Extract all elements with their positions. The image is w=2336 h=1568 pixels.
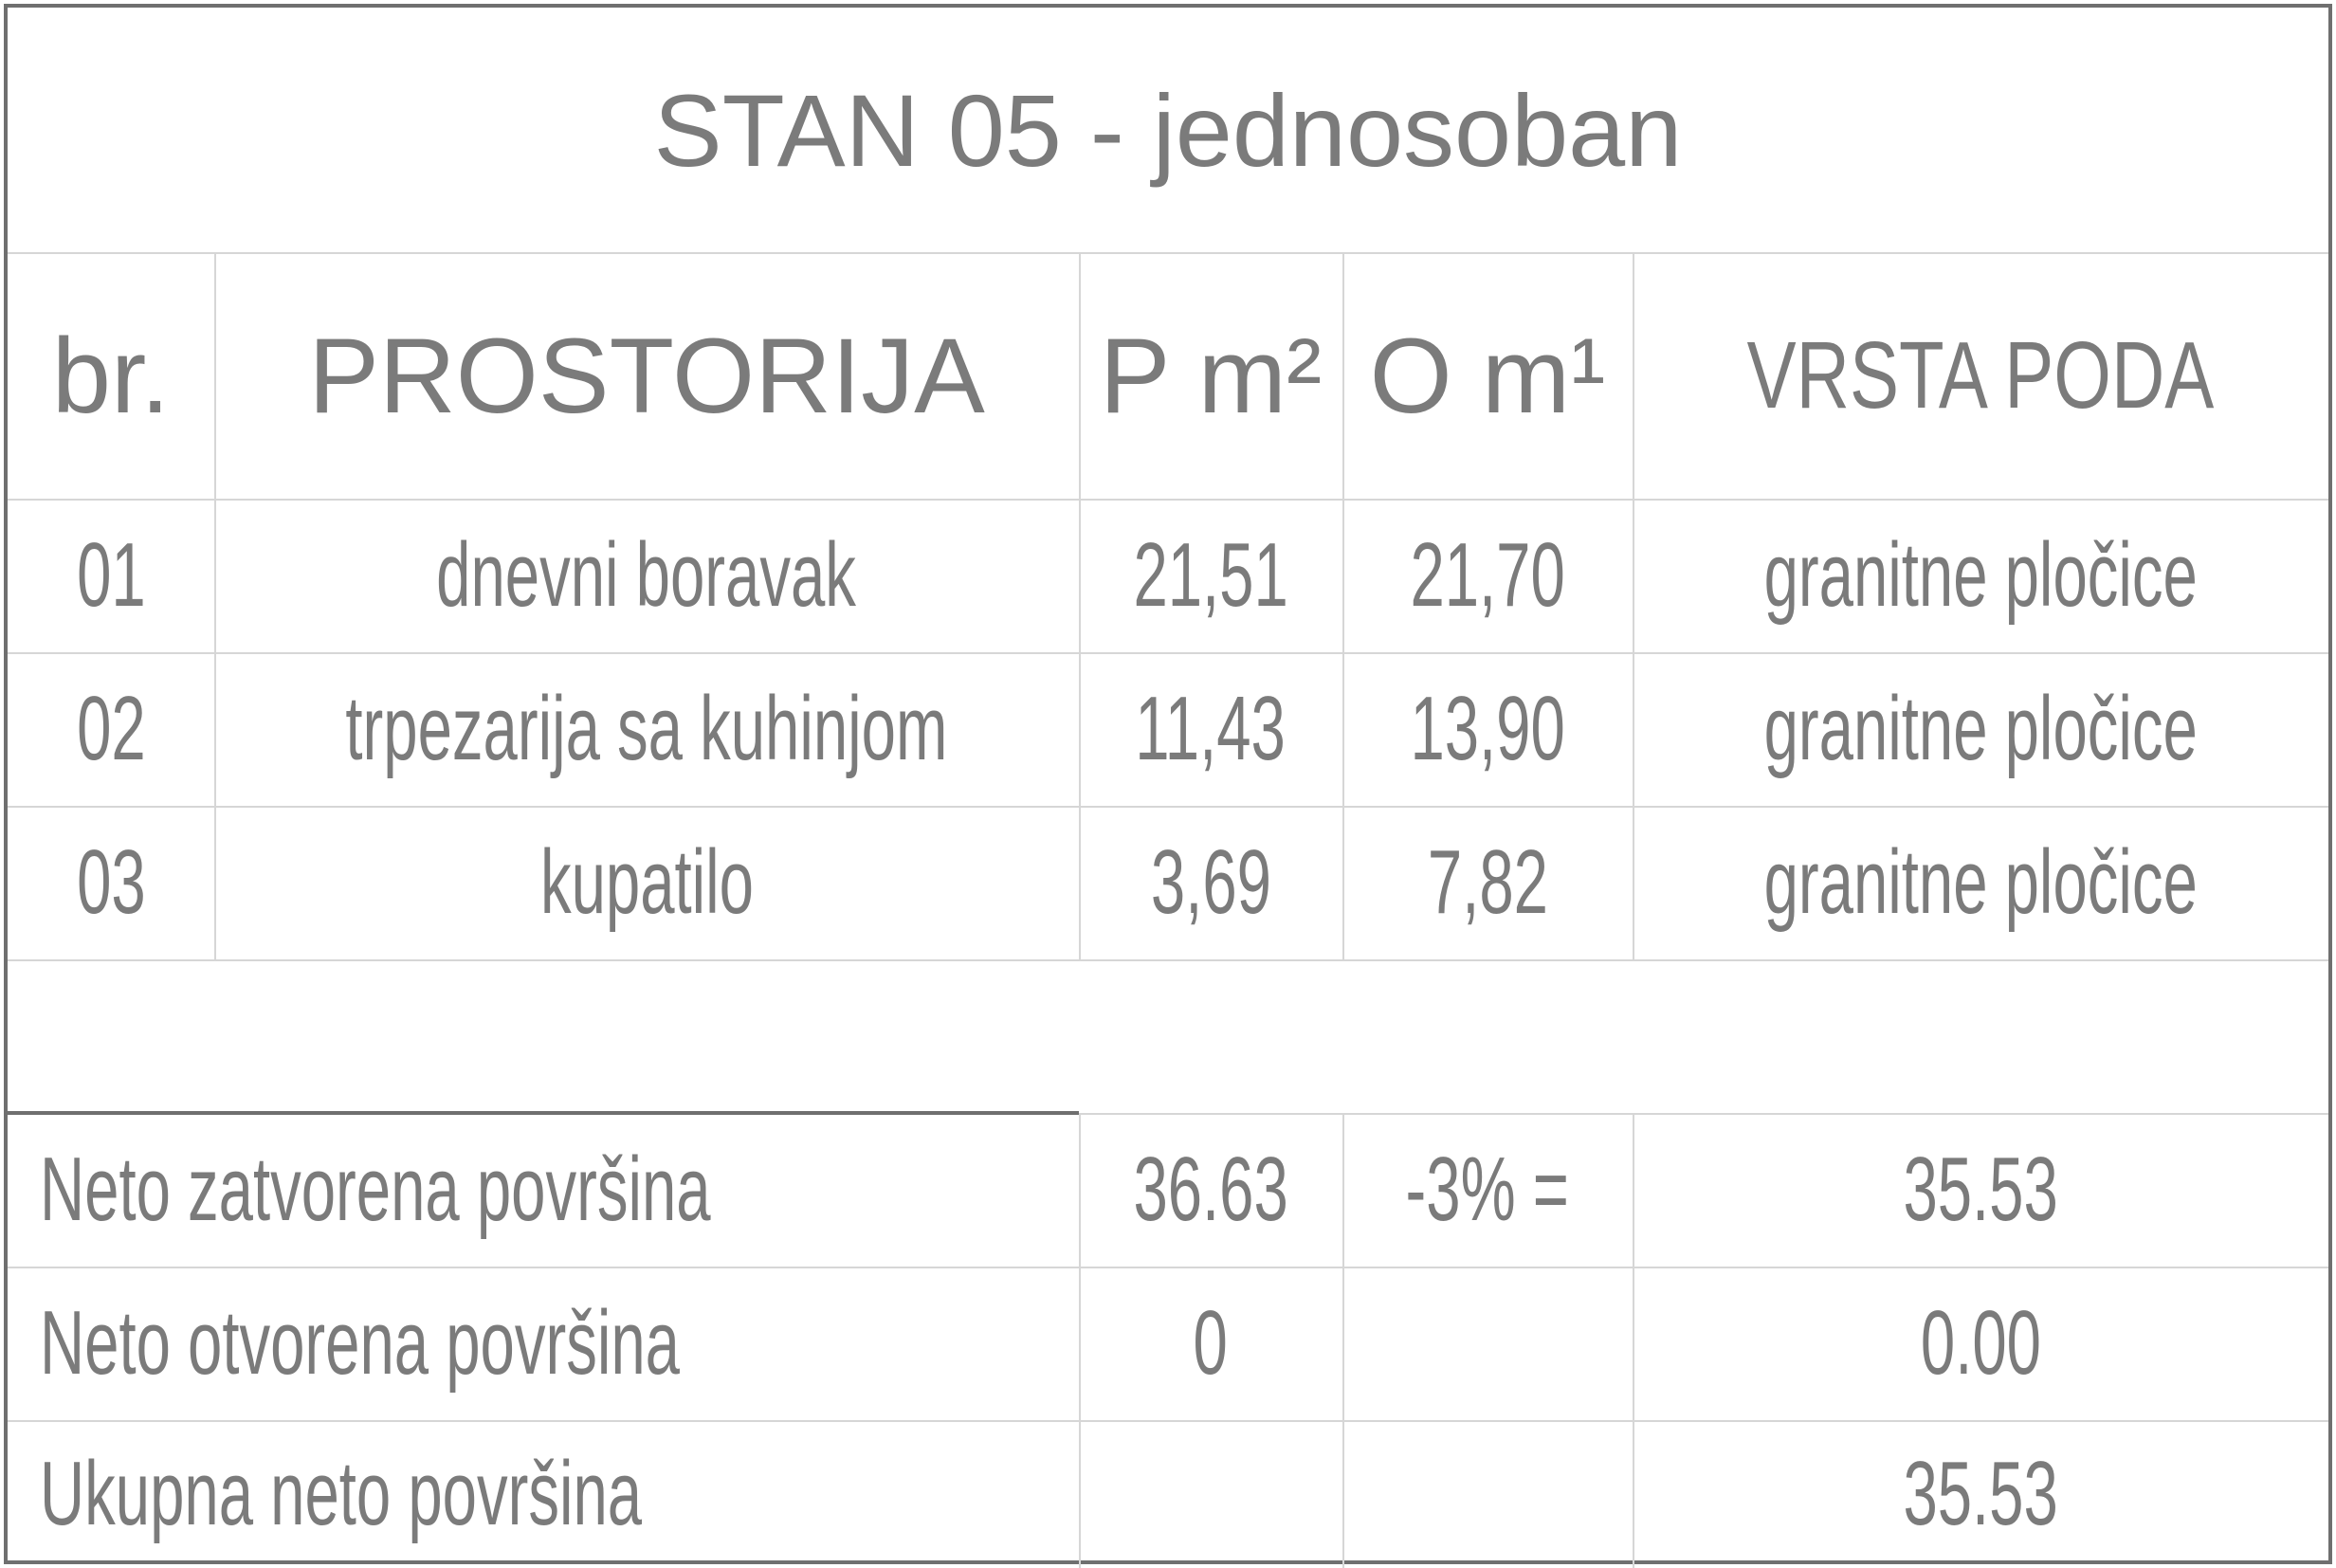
header-floor: VRSTA PODA [1746, 321, 2215, 428]
table-row: granitne pločice [1633, 499, 2328, 652]
table-row: 03 [8, 806, 214, 959]
divider-summary-right [1079, 1113, 2328, 1115]
row-nr: 01 [76, 524, 146, 626]
row-room: trpezarija sa kuhinjom [345, 678, 948, 779]
summary-row [1342, 1420, 1633, 1568]
divider-row-2 [8, 806, 2328, 808]
summary-result: 0.00 [1920, 1292, 2041, 1394]
row-room: kupatilo [539, 831, 754, 933]
table-row: 13,90 [1342, 652, 1633, 806]
divider-summary-left [8, 1111, 1079, 1115]
summary-op: -3% = [1405, 1139, 1570, 1240]
table-row: granitne pločice [1633, 652, 2328, 806]
summary-row: Ukupna neto površina [8, 1420, 1079, 1568]
header-room: PROSTORIJA [308, 316, 985, 435]
table-row: 11,43 [1079, 652, 1342, 806]
row-floor: granitne pločice [1763, 678, 2198, 779]
summary-row [1342, 1267, 1633, 1420]
row-perimeter: 7,82 [1427, 831, 1548, 933]
divider-title [8, 252, 2328, 254]
row-area: 11,43 [1135, 678, 1287, 779]
summary-row: -3% = [1342, 1113, 1633, 1267]
summary-area: 0 [1193, 1292, 1229, 1394]
row-nr: 03 [76, 831, 146, 933]
summary-row: 35.53 [1633, 1420, 2328, 1568]
summary-area: 36.63 [1133, 1139, 1288, 1240]
summary-row: 35.53 [1633, 1113, 2328, 1267]
row-floor: granitne pločice [1763, 524, 2198, 626]
row-floor: granitne pločice [1763, 831, 2198, 933]
divider-row-3 [8, 959, 2328, 961]
row-perimeter: 13,90 [1410, 678, 1565, 779]
table-row: granitne pločice [1633, 806, 2328, 959]
col-divider-result-summary [1633, 1113, 1634, 1568]
summary-row: Neto zatvorena površina [8, 1113, 1079, 1267]
summary-row: 0 [1079, 1267, 1342, 1420]
col-divider-perimeter [1633, 252, 1634, 961]
table-title: STAN 05 - jednosoban [653, 72, 1683, 188]
col-divider-room [1079, 252, 1081, 961]
divider-row-1 [8, 652, 2328, 654]
summary-label: Ukupna neto površina [40, 1443, 643, 1544]
row-area: 3,69 [1150, 831, 1271, 933]
summary-result: 35.53 [1903, 1443, 2058, 1544]
room-schedule-table: STAN 05 - jednosoban br. PROSTORIJA P m²… [4, 4, 2332, 1568]
table-row: 3,69 [1079, 806, 1342, 959]
row-room: dnevni boravak [436, 524, 857, 626]
table-row: trpezarija sa kuhinjom [214, 652, 1079, 806]
table-row: 01 [8, 499, 214, 652]
row-area: 21,51 [1133, 524, 1288, 626]
summary-row [1079, 1420, 1342, 1568]
summary-row: 36.63 [1079, 1113, 1342, 1267]
header-area: P m² [1099, 316, 1323, 435]
header-perimeter: O m¹ [1369, 316, 1606, 435]
table-row: 21,51 [1079, 499, 1342, 652]
table-row: dnevni boravak [214, 499, 1079, 652]
summary-label: Neto otvorena površina [40, 1292, 680, 1394]
row-perimeter: 21,70 [1410, 524, 1565, 626]
col-divider-area [1342, 252, 1344, 961]
header-nr: br. [51, 316, 171, 435]
summary-row: 0.00 [1633, 1267, 2328, 1420]
col-divider-op-summary [1342, 1113, 1344, 1568]
divider-header [8, 499, 2328, 501]
divider-summary-1 [8, 1267, 2328, 1268]
divider-summary-2 [8, 1420, 2328, 1422]
table-row: 02 [8, 652, 214, 806]
table-row: 7,82 [1342, 806, 1633, 959]
table-row: 21,70 [1342, 499, 1633, 652]
table-row: kupatilo [214, 806, 1079, 959]
col-divider-nr [214, 252, 216, 961]
row-nr: 02 [76, 678, 146, 779]
summary-result: 35.53 [1903, 1139, 2058, 1240]
col-divider-area-summary [1079, 1113, 1081, 1568]
summary-row: Neto otvorena površina [8, 1267, 1079, 1420]
summary-label: Neto zatvorena površina [40, 1139, 711, 1240]
